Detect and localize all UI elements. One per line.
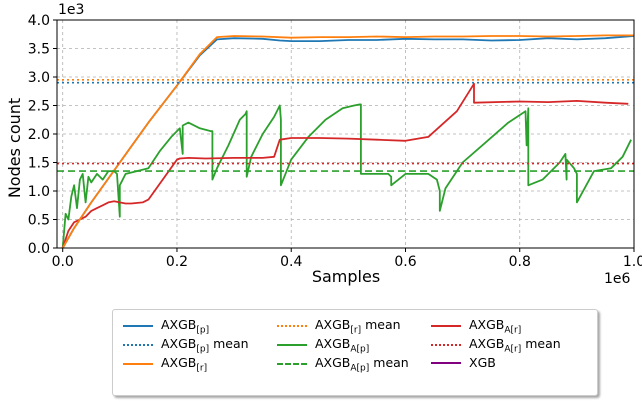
series-line-axgb-a-r	[61, 82, 629, 249]
series-line-axgb-r	[61, 34, 634, 249]
legend-item: XGB	[431, 355, 496, 370]
legend-label-base: XGB	[469, 355, 496, 370]
legend-swatch	[431, 325, 461, 328]
legend-label-subscript: A[r]	[504, 344, 522, 355]
y-tick-label: 0.5	[28, 213, 50, 229]
series-line-axgb-p	[61, 35, 635, 249]
legend-label-suffix: mean	[209, 336, 249, 351]
legend-label-suffix: mean	[361, 317, 401, 332]
legend-label-subscript: [p]	[196, 325, 210, 336]
series-layer	[57, 34, 635, 249]
legend-swatch	[123, 363, 153, 366]
legend-label: AXGBA[p] mean	[315, 355, 409, 374]
legend-swatch	[431, 344, 461, 347]
legend-label: XGB	[469, 355, 496, 370]
legend-label-base: AXGB	[315, 336, 351, 351]
legend-item: AXGBA[p]	[277, 336, 369, 355]
legend-swatch	[277, 325, 307, 328]
legend-label-subscript: [r]	[350, 325, 362, 336]
x-tick-label: 0.6	[394, 254, 416, 270]
legend-item: AXGB[r] mean	[277, 317, 401, 336]
legend-label-subscript: A[p]	[350, 363, 370, 374]
y-tick-label: 3.0	[28, 70, 50, 86]
legend-label: AXGB[p]	[161, 317, 209, 336]
y-tick-label: 0.0	[28, 241, 50, 257]
legend-label: AXGBA[p]	[315, 336, 369, 355]
legend-label-base: AXGB	[161, 355, 197, 370]
legend-label: AXGB[r] mean	[315, 317, 401, 336]
x-tick-label: 0.8	[509, 254, 531, 270]
x-tick-label: 0.2	[166, 254, 188, 270]
y-tick-label: 2.0	[28, 127, 50, 143]
x-axis-multiplier: 1e6	[604, 271, 631, 287]
legend-label: AXGB[p] mean	[161, 336, 249, 355]
y-tick-label: 1.5	[28, 156, 50, 172]
legend-label-base: AXGB	[469, 336, 505, 351]
legend: AXGB[p] AXGB[p] mean AXGB[r] AXGB[r] mean AX…	[112, 309, 598, 396]
legend-swatch	[277, 344, 307, 347]
line-chart: 0.0 0.2 0.4 0.6 0.8 1.0 0.0 0.5 1.0 1.5 2.0 2.5 3.0 3…	[5, 2, 642, 287]
legend-swatch	[431, 361, 461, 364]
y-tick-label: 2.5	[28, 99, 50, 115]
legend-label-subscript: [r]	[196, 363, 208, 374]
x-tick-label: 1.0	[623, 254, 642, 270]
legend-label-base: AXGB	[469, 317, 505, 332]
legend-item: AXGBA[r]	[431, 317, 521, 336]
legend-item: AXGBA[r] mean	[431, 336, 561, 355]
grid-lines	[57, 19, 635, 249]
legend-label-subscript: A[p]	[350, 344, 370, 355]
legend-swatch	[123, 344, 153, 347]
legend-swatch	[123, 325, 153, 328]
legend-label: AXGB[r]	[161, 355, 207, 374]
x-axis-label: Samples	[312, 267, 380, 286]
legend-label-base: AXGB	[161, 317, 197, 332]
legend-label-suffix: mean	[521, 336, 561, 351]
legend-label-subscript: [p]	[196, 344, 210, 355]
legend-label-base: AXGB	[315, 355, 351, 370]
x-tick-label: 0.0	[52, 254, 74, 270]
y-tick-label: 4.0	[28, 13, 50, 29]
legend-label-base: AXGB	[161, 336, 197, 351]
legend-label-base: AXGB	[315, 317, 351, 332]
y-tick-label: 1.0	[28, 184, 50, 200]
legend-item: AXGB[p] mean	[123, 336, 249, 355]
y-axis-label: Nodes count	[5, 98, 24, 198]
legend-label: AXGBA[r]	[469, 317, 521, 336]
legend-label-suffix: mean	[369, 355, 409, 370]
legend-item: AXGB[r]	[123, 355, 207, 374]
x-tick-label: 0.4	[280, 254, 302, 270]
legend-item: AXGB[p]	[123, 317, 209, 336]
axis-ticks: 0.0 0.2 0.4 0.6 0.8 1.0 0.0 0.5 1.0 1.5 2.0 2.5 3.0 3…	[28, 13, 642, 270]
legend-label-subscript: A[r]	[504, 325, 522, 336]
legend-label: AXGBA[r] mean	[469, 336, 561, 355]
y-axis-multiplier: 1e3	[58, 2, 84, 18]
series-line-axgb-a-p	[61, 103, 632, 249]
legend-item: AXGBA[p] mean	[277, 355, 409, 374]
legend-swatch	[277, 363, 307, 366]
y-tick-label: 3.5	[28, 42, 50, 58]
